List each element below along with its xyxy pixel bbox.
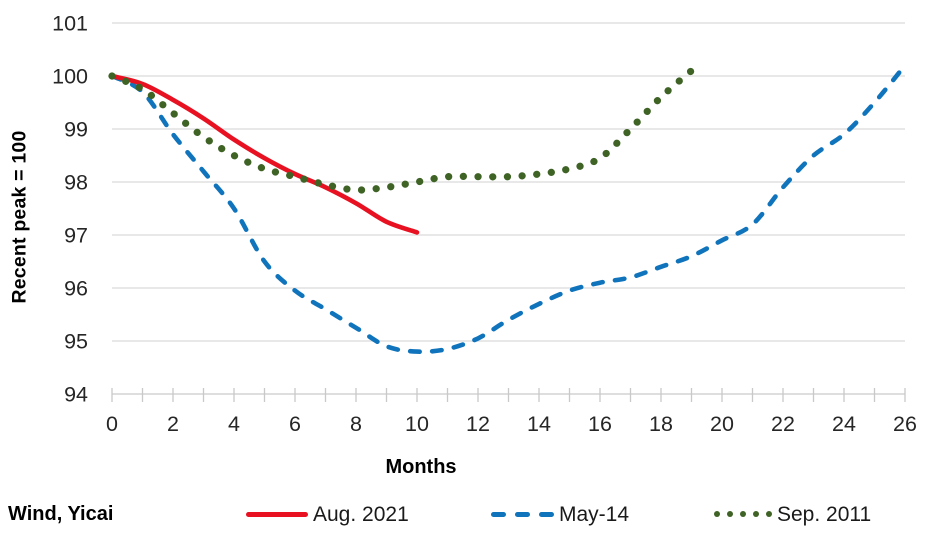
x-tick-label: 0	[106, 412, 118, 436]
legend-swatch-segment	[766, 511, 772, 517]
legend-item-may-14: May-14	[491, 498, 629, 530]
y-tick-label: 94	[64, 383, 88, 407]
x-tick-label: 18	[649, 412, 673, 436]
x-tick-label: 2	[167, 412, 179, 436]
y-tick-label: 100	[52, 65, 88, 89]
x-axis-title: Months	[385, 456, 457, 478]
y-tick-label: 97	[64, 224, 88, 248]
x-tick-label: 8	[350, 412, 362, 436]
x-tick-label: 20	[710, 412, 734, 436]
legend-swatch-dotted	[714, 511, 772, 517]
legend-swatch-solid	[246, 511, 308, 517]
y-tick-label: 101	[52, 12, 88, 36]
x-tick-label: 14	[527, 412, 551, 436]
legend-swatch-segment	[714, 511, 720, 517]
legend-swatch-segment	[246, 511, 308, 517]
x-tick-label: 24	[832, 412, 856, 436]
legend-swatch-segment	[727, 511, 733, 517]
x-tick-label: 22	[771, 412, 795, 436]
legend-label: Sep. 2011	[777, 502, 872, 526]
series-may-14	[109, 63, 908, 354]
x-tick-label: 26	[893, 412, 917, 436]
legend-label: Aug. 2021	[313, 502, 409, 526]
legend-swatch-dashed	[491, 511, 554, 517]
x-tick-label: 6	[289, 412, 301, 436]
series-sep-2011	[108, 67, 696, 194]
source-label: Wind, Yicai	[8, 503, 114, 525]
legend-item-aug-2021: Aug. 2021	[246, 498, 409, 530]
x-tick-label: 4	[228, 412, 240, 436]
legend-swatch-segment	[515, 511, 530, 517]
y-tick-label: 96	[64, 277, 88, 301]
x-tick-label: 12	[466, 412, 490, 436]
x-tick-label: 16	[588, 412, 612, 436]
y-tick-label: 95	[64, 330, 88, 354]
legend-swatch-segment	[753, 511, 759, 517]
legend-swatch-segment	[740, 511, 746, 517]
y-tick-label: 99	[64, 118, 88, 142]
series-aug-2021	[109, 73, 420, 235]
legend-swatch-segment	[491, 511, 506, 517]
x-tick-label: 10	[405, 412, 429, 436]
legend-item-sep-2011: Sep. 2011	[714, 498, 871, 530]
legend-label: May-14	[559, 502, 630, 526]
y-axis-title: Recent peak = 100	[8, 130, 31, 304]
legend-swatch-segment	[539, 511, 554, 517]
legend: Aug. 2021 May-14 Sep. 2011	[0, 498, 932, 532]
y-tick-label: 98	[64, 171, 88, 195]
